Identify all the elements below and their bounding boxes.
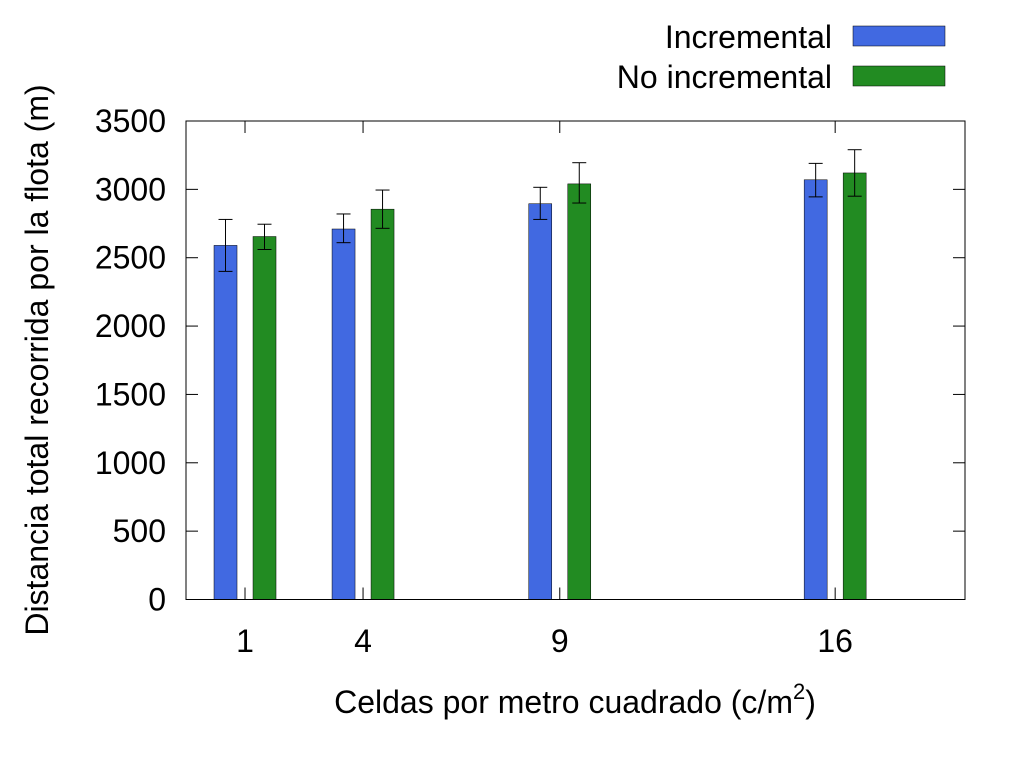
- x-tick-label: 1: [236, 623, 254, 659]
- bar-no-incremental-4: [370, 208, 395, 600]
- x-axis-label: Celdas por metro cuadrado (c/m2): [334, 679, 816, 720]
- x-axis-label-superscript: 2: [793, 679, 805, 704]
- error-bar-incremental-9: [533, 186, 548, 220]
- x-axis-label-tail: ): [805, 684, 816, 720]
- y-tick-label: 3500: [95, 103, 166, 139]
- error-bars-layer: [218, 149, 862, 272]
- y-tick-label: 3000: [95, 171, 166, 207]
- bar-no-incremental-9: [567, 183, 592, 600]
- legend: Incremental No incremental: [617, 19, 946, 95]
- legend-swatch-incremental: [852, 25, 946, 47]
- legend-label-incremental: Incremental: [665, 19, 832, 55]
- error-bar-no-incremental-4: [375, 189, 390, 229]
- y-tick-label: 500: [113, 513, 166, 549]
- error-bar-no-incremental-16: [847, 149, 862, 197]
- bar-no-incremental-1: [252, 236, 277, 600]
- error-bar-incremental-16: [808, 162, 823, 198]
- plot-frame: [185, 120, 966, 600]
- bars-layer: [213, 172, 867, 600]
- bar-incremental-16: [803, 179, 828, 600]
- legend-swatch-no-incremental: [852, 65, 946, 87]
- y-axis-label: Distancia total recorrida por la flota (…: [19, 84, 55, 635]
- bar-incremental-9: [528, 203, 553, 600]
- bar-incremental-1: [213, 245, 238, 600]
- error-bar-no-incremental-9: [572, 162, 587, 204]
- bar-incremental-4: [331, 228, 356, 600]
- error-bar-incremental-4: [336, 213, 351, 244]
- x-tick-label: 16: [817, 623, 853, 659]
- y-tick-label: 0: [148, 582, 166, 618]
- bar-no-incremental-16: [842, 172, 867, 600]
- error-bar-incremental-1: [218, 218, 233, 272]
- y-tick-label: 2500: [95, 240, 166, 276]
- x-axis: 1 4 9 16: [236, 121, 853, 659]
- x-tick-label: 4: [354, 623, 372, 659]
- error-bar-no-incremental-1: [257, 223, 272, 251]
- y-tick-label: 1000: [95, 445, 166, 481]
- x-axis-label-main: Celdas por metro cuadrado (c/m: [334, 684, 793, 720]
- y-tick-label: 1500: [95, 376, 166, 412]
- x-tick-label: 9: [551, 623, 569, 659]
- y-axis: 0 500 1000 1500 2000 2500 3000 3500: [95, 103, 965, 618]
- legend-label-no-incremental: No incremental: [617, 59, 832, 95]
- y-tick-label: 2000: [95, 308, 166, 344]
